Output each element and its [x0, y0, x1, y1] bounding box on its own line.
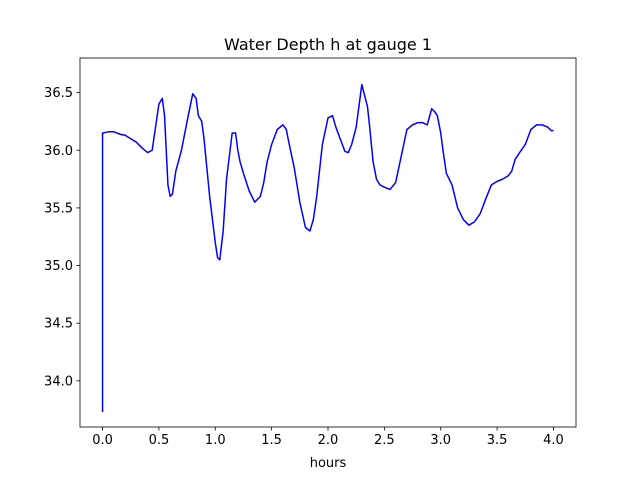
x-tick-label: 0.0 [92, 433, 113, 448]
y-tick-label: 35.0 [44, 259, 73, 274]
x-tick-label: 2.0 [318, 433, 339, 448]
x-axis-label: hours [310, 456, 347, 471]
x-tick-label: 0.5 [149, 433, 170, 448]
plot-area: 0.0 0.5 1.0 1.5 2.0 2.5 3.0 3.5 4.0 34.0 34.5 35.0 3… [44, 57, 577, 448]
x-tick-label: 3.5 [487, 433, 508, 448]
y-tick-label: 36.0 [44, 144, 73, 159]
x-tick-label: 3.0 [430, 433, 451, 448]
y-tick-label: 34.0 [44, 374, 73, 389]
y-tick-label: 35.5 [44, 201, 73, 216]
x-tick-label: 1.5 [261, 433, 282, 448]
x-tick-label: 2.5 [374, 433, 395, 448]
series-line-0 [101, 83, 554, 413]
y-tick-label: 34.5 [44, 317, 73, 332]
x-tick-label: 1.0 [205, 433, 226, 448]
y-tick-label: 36.5 [44, 86, 73, 101]
chart-title: Water Depth h at gauge 1 [224, 35, 432, 54]
x-tick-label: 4.0 [543, 433, 564, 448]
